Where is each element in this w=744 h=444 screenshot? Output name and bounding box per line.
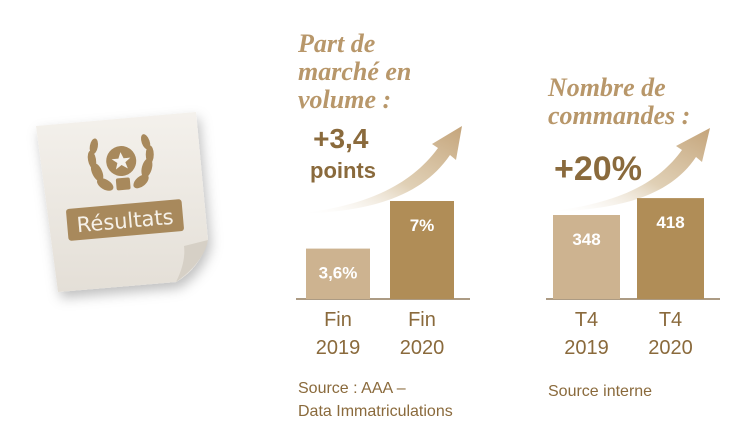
note-curl [176,240,208,282]
market-share-chart: Part de marché en volume : +3,4 points 3… [296,29,470,420]
chart2-title-line: commandes : [548,101,690,130]
chart2-value-label: 418 [656,213,684,232]
results-badge: Résultats [36,112,208,292]
growth-arrow-icon [296,126,462,214]
chart2-source: Source interne [548,383,652,400]
svg-text:Part de marché en: Part de marché en volume : [297,29,418,114]
chart1-value-label: 3,6% [319,264,358,283]
chart1-highlight-value: +3,4 [313,123,369,154]
chart2-value-label: 348 [572,230,600,249]
laurel-wreath-icon [87,134,154,191]
svg-text:Source : AAA – Data Imma: Source : AAA – Data Immatriculations [298,380,453,420]
chart2-bar [553,215,620,299]
star-icon [111,152,131,170]
chart1-title-line: volume : [298,85,391,114]
chart1-title-line: marché en [298,57,411,86]
chart2-category-label: T4 [659,309,682,331]
growth-arrow-icon [546,128,710,212]
chart1-source: Data Immatriculations [298,403,453,420]
svg-text:+3,4 points: +3,4 points [310,123,376,183]
svg-text:Nombre de commandes :: Nombre de commandes : [547,73,690,130]
chart1-bar [390,201,454,299]
chart1-category-label: Fin [324,309,352,331]
chart2-bar [637,198,704,299]
sticky-note [36,112,208,292]
badge-banner [66,199,184,241]
chart1-highlight-unit: points [310,158,376,183]
chart1-category-label: 2020 [400,337,445,359]
chart1-title-line: Part de [297,29,375,58]
chart1-source: Source : AAA – [298,380,406,397]
chart2-category-label: 2019 [564,337,609,359]
chart2-title-line: Nombre de [547,73,666,102]
chart1-bar [306,248,370,299]
chart2-category-label: T4 [575,309,598,331]
chart1-value-label: 7% [410,216,435,235]
chart2-highlight-value: +20% [554,150,642,188]
chart1-category-label: 2019 [316,337,361,359]
chart1-category-label: Fin [408,309,436,331]
orders-chart: Nombre de commandes : +20% 348 T4 2019 418 T… [546,73,720,400]
chart2-category-label: 2020 [648,337,693,359]
